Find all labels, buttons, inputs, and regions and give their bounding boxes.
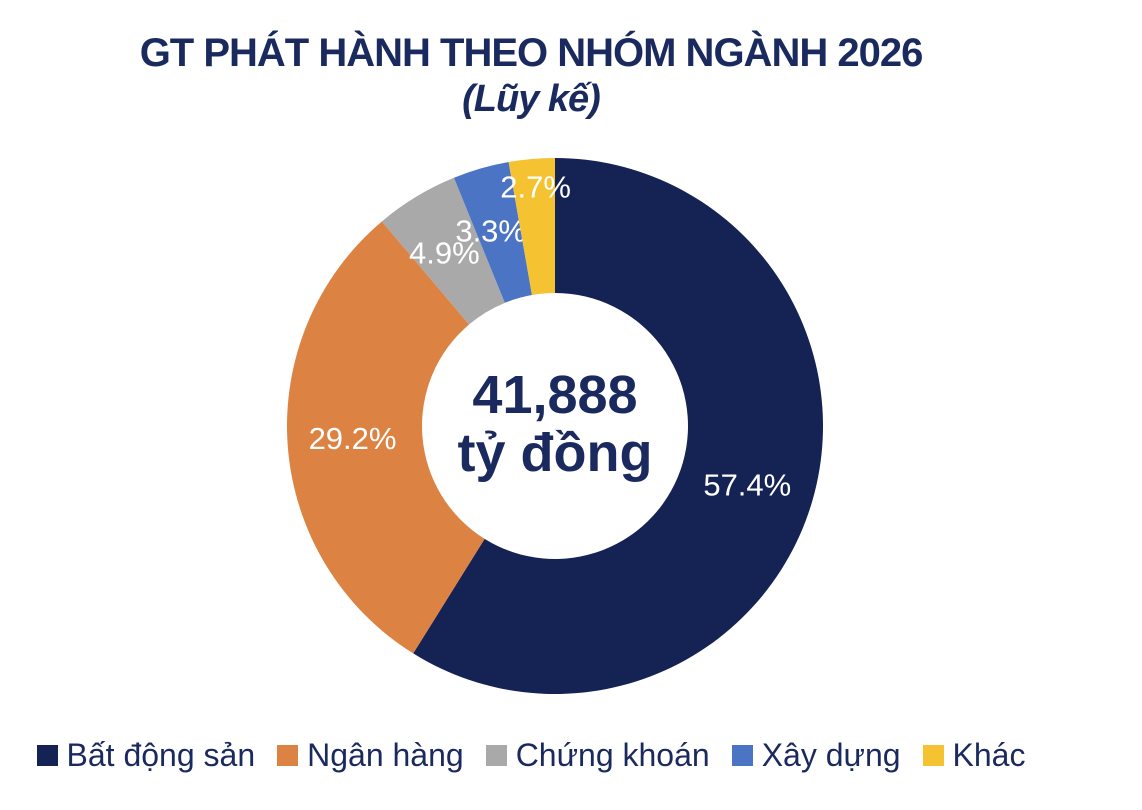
slice-label-0: 57.4% — [703, 468, 791, 503]
chart-title: GT PHÁT HÀNH THEO NHÓM NGÀNH 2026 — [139, 31, 924, 75]
legend-label: Chứng khoán — [515, 737, 710, 773]
legend-swatch-icon — [277, 745, 299, 767]
total-value: 41,888 — [472, 365, 638, 425]
legend: Bất động sản Ngân hàng Chứng khoán Xây dựng… — [0, 737, 1062, 773]
legend-swatch-icon — [485, 745, 507, 767]
legend-label: Xây dựng — [761, 737, 901, 773]
legend-item-0: Bất động sản — [36, 737, 256, 773]
pie-slice-3 — [453, 162, 532, 303]
heading: GT PHÁT HÀNH THEO NHÓM NGÀNH 2026 (Lũy k… — [0, 0, 1062, 121]
legend-label: Bất động sản — [66, 737, 256, 773]
total-unit: tỷ đồng — [457, 423, 653, 483]
pie-slice-0 — [413, 158, 823, 694]
legend-item-3: Xây dựng — [731, 737, 901, 773]
pie-slice-1 — [286, 221, 485, 654]
legend-label: Khác — [952, 737, 1026, 773]
legend-swatch-icon — [731, 745, 753, 767]
slice-label-1: 29.2% — [309, 421, 397, 456]
legend-item-2: Chứng khoán — [485, 737, 710, 773]
slice-label-4: 2.7% — [500, 169, 571, 204]
slice-label-2: 4.9% — [409, 235, 480, 270]
legend-swatch-icon — [922, 745, 944, 767]
legend-item-4: Khác — [922, 737, 1026, 773]
chart-subtitle: (Lũy kế) — [462, 78, 601, 120]
legend-label: Ngân hàng — [307, 737, 464, 773]
slice-label-3: 3.3% — [455, 213, 526, 248]
legend-swatch-icon — [36, 745, 58, 767]
pie-slice-2 — [381, 177, 505, 325]
pie-slice-4 — [508, 158, 555, 296]
legend-item-1: Ngân hàng — [277, 737, 464, 773]
donut-center-label: 41,888 tỷ đồng — [458, 366, 653, 482]
